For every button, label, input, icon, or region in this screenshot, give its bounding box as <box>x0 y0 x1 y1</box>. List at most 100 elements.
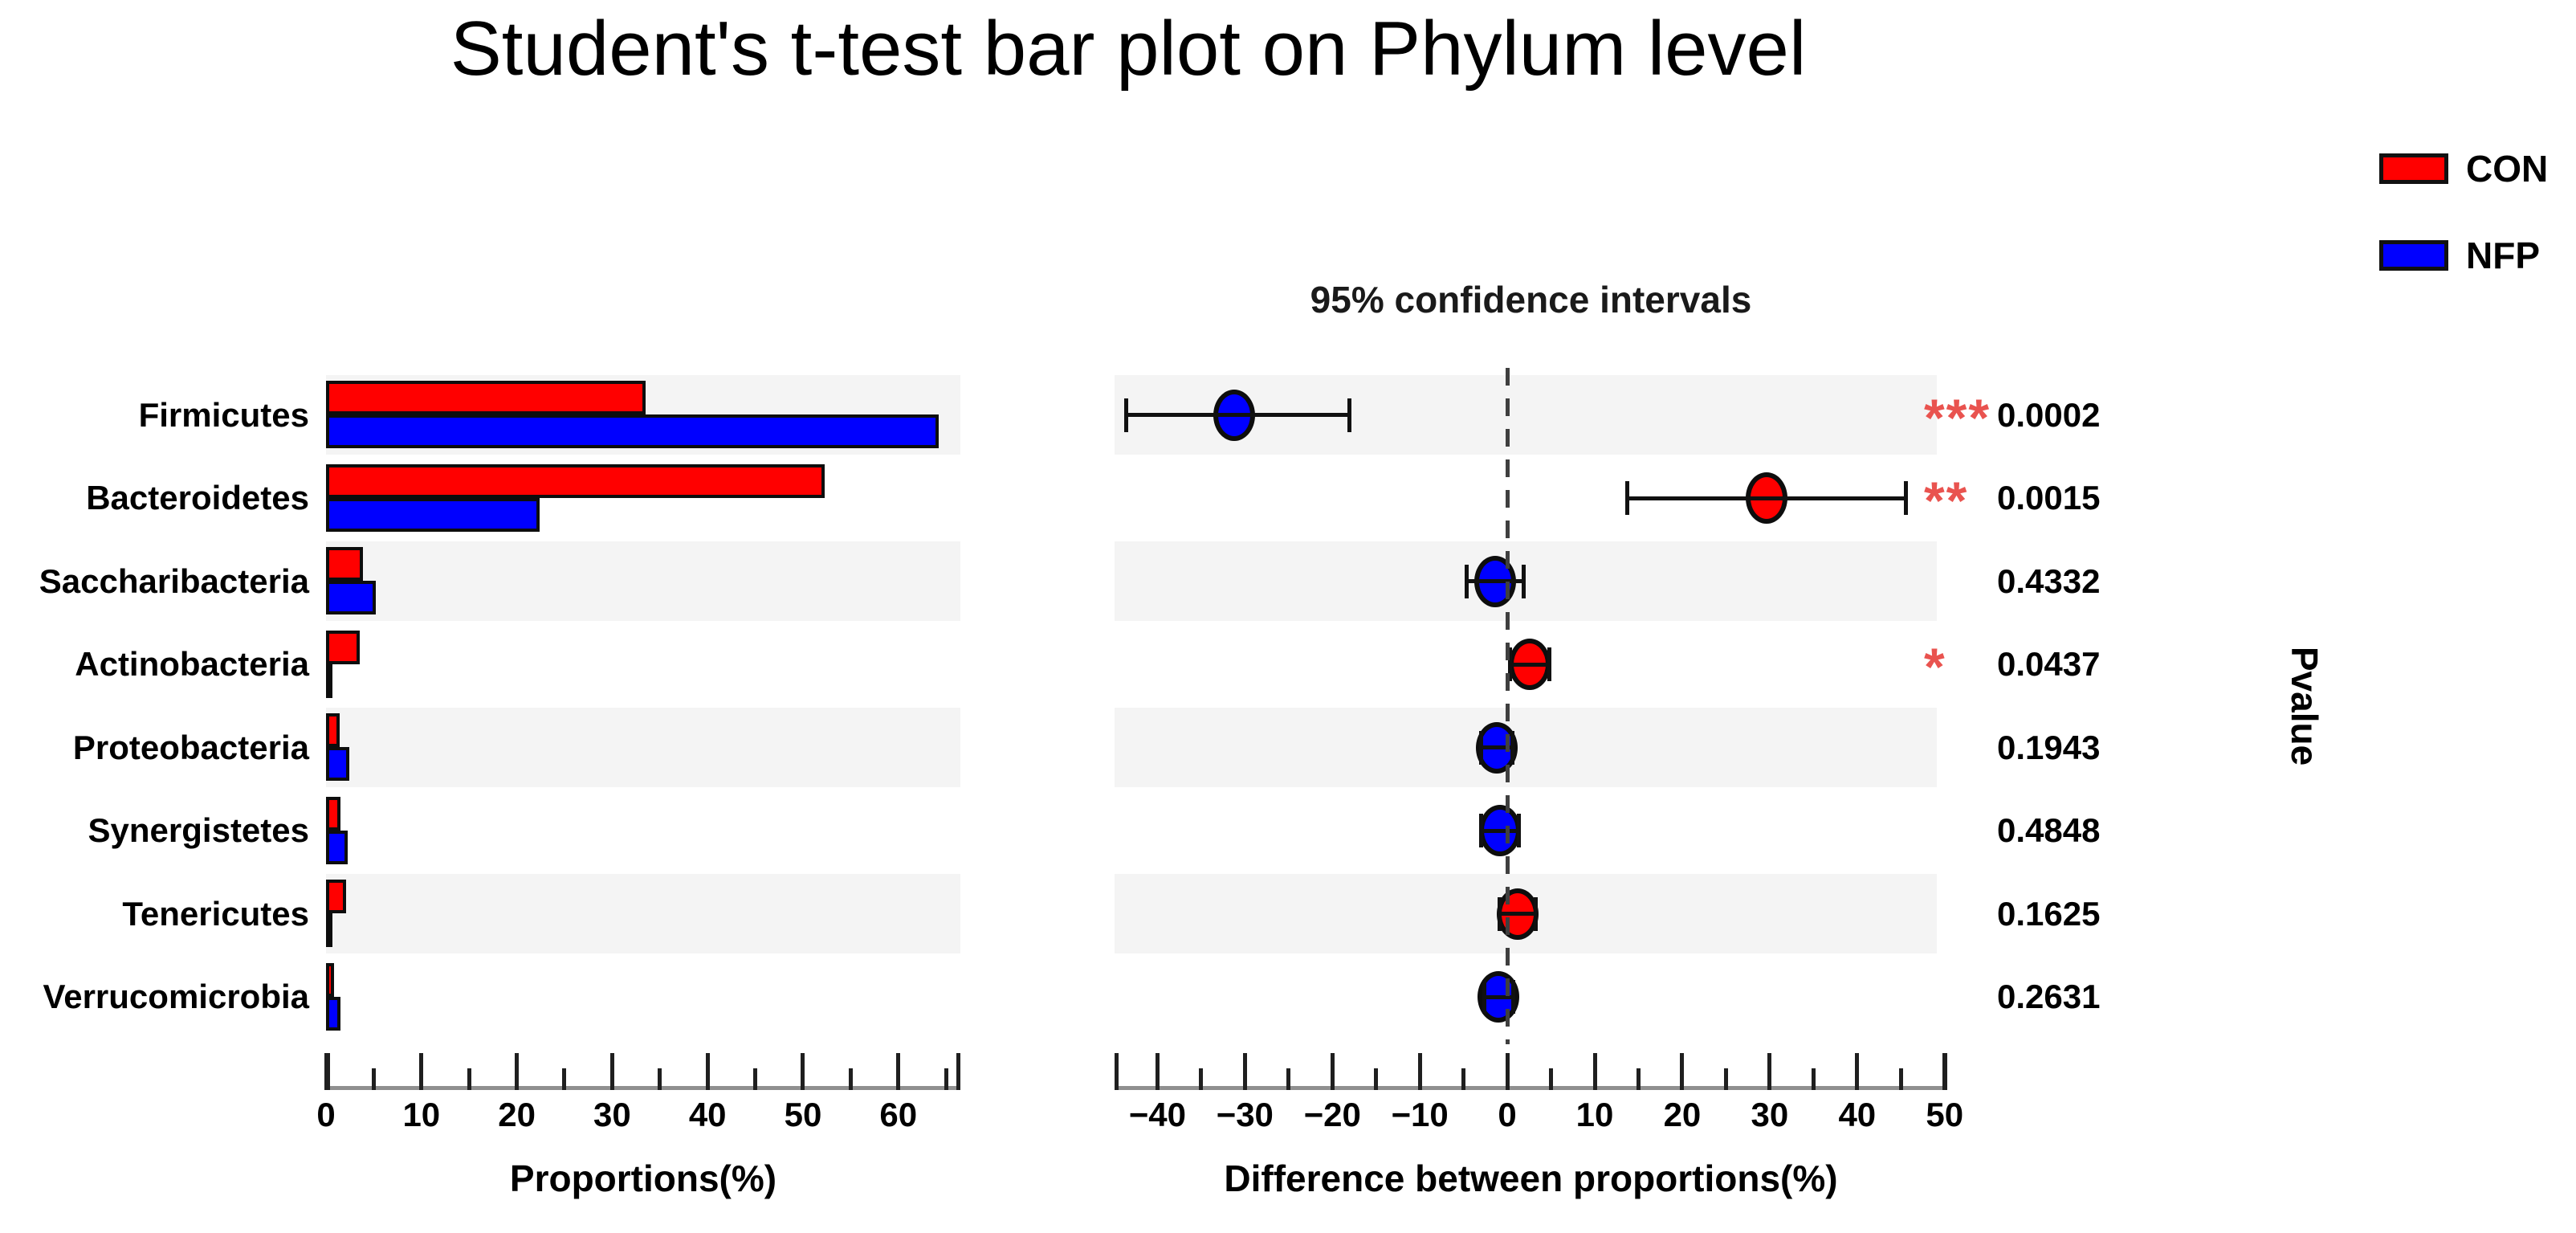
ci-panel-title: 95% confidence intervals <box>1310 279 1752 320</box>
minor-tick <box>371 1068 376 1090</box>
pvalue-text: 0.4848 <box>1997 811 2101 850</box>
legend-label-con: CON <box>2466 148 2549 190</box>
major-tick <box>1242 1053 1247 1090</box>
ci-error-bar-line <box>1481 745 1513 750</box>
tick-label: 0 <box>1498 1096 1517 1133</box>
tick-label: 10 <box>402 1096 441 1133</box>
ci-error-bar-line <box>1627 496 1906 500</box>
con-proportion-bar <box>326 630 360 664</box>
ci-error-bar-right-cap <box>1903 481 1908 516</box>
ci-error-bar-right-cap <box>1534 896 1539 931</box>
con-proportion-bar <box>326 713 340 747</box>
ci-error-bar-right-cap <box>1510 730 1514 765</box>
ci-error-bar-right-cap <box>1347 398 1352 432</box>
nfp-proportion-bar <box>326 747 349 781</box>
minor-tick <box>753 1068 758 1090</box>
tick-label: 50 <box>784 1096 822 1133</box>
ci-error-bar-line <box>1126 413 1350 418</box>
tick-label: 50 <box>1926 1096 1964 1133</box>
ci-error-bar-line <box>1499 912 1537 917</box>
tick-label: 20 <box>1663 1096 1702 1133</box>
ci-error-bar-line <box>1483 994 1514 999</box>
major-tick <box>1505 1053 1510 1090</box>
nfp-proportion-bar <box>326 830 348 864</box>
ci-error-bar-line <box>1465 579 1524 584</box>
legend-item-con: CON <box>2379 147 2548 190</box>
zero-reference-dashed-line <box>1505 368 1510 1044</box>
major-tick <box>609 1053 614 1090</box>
category-label: Firmicutes <box>138 395 309 434</box>
ci-error-bar-right-cap <box>1547 647 1552 682</box>
major-tick <box>1330 1053 1335 1090</box>
tick-label: 0 <box>316 1096 336 1133</box>
tick-label: 30 <box>1751 1096 1789 1133</box>
nfp-proportion-bar <box>326 414 939 448</box>
major-tick <box>1592 1053 1597 1090</box>
major-tick <box>705 1053 710 1090</box>
major-tick <box>419 1053 424 1090</box>
pvalue-text: 0.0002 <box>1997 395 2101 434</box>
ci-error-bar-left-cap <box>1482 980 1486 1015</box>
legend-label-nfp: NFP <box>2466 235 2540 276</box>
tick-label: −30 <box>1216 1096 1274 1133</box>
ci-error-bar-line <box>1481 828 1520 833</box>
axis-end-tick <box>956 1053 960 1090</box>
major-tick <box>324 1053 328 1090</box>
row-shading-band <box>1115 541 1937 621</box>
pvalue-text: 0.2631 <box>1997 978 2101 1016</box>
category-label: Proteobacteria <box>72 728 309 766</box>
row-shading-band <box>1115 708 1937 787</box>
tick-label: −20 <box>1303 1096 1361 1133</box>
axis-line <box>1115 1086 1947 1090</box>
category-label: Verrucomicrobia <box>43 978 309 1016</box>
major-tick <box>1767 1053 1772 1090</box>
row-shading-band <box>326 708 960 787</box>
tick-label: 40 <box>1838 1096 1877 1133</box>
ci-error-bar-left-cap <box>1508 647 1513 682</box>
con-proportion-bar <box>326 463 825 498</box>
nfp-color-swatch <box>2379 240 2448 271</box>
pvalue-text: 0.0437 <box>1997 645 2101 684</box>
page-title: Student's t-test bar plot on Phylum leve… <box>450 6 1807 92</box>
category-label: Bacteroidetes <box>86 479 309 517</box>
ci-error-bar-left-cap <box>1124 398 1129 432</box>
category-label: Saccharibacteria <box>39 561 309 600</box>
minor-tick <box>1286 1068 1291 1090</box>
con-proportion-bar <box>326 381 646 414</box>
pvalue-text: 0.1943 <box>1997 728 2101 766</box>
con-proportion-bar <box>326 880 346 913</box>
nfp-proportion-bar <box>326 996 340 1031</box>
nfp-proportion-bar <box>326 663 332 698</box>
pvalue-text: 0.4332 <box>1997 561 2101 600</box>
nfp-proportion-bar <box>326 497 540 532</box>
proportions-axis-ruler <box>324 1053 960 1090</box>
ci-error-bar-left-cap <box>1479 814 1484 848</box>
major-tick <box>1417 1053 1422 1090</box>
tick-label: 20 <box>498 1096 536 1133</box>
major-tick <box>1680 1053 1685 1090</box>
difference-axis-title: Difference between proportions(%) <box>1224 1157 1838 1199</box>
tick-label: −40 <box>1128 1096 1186 1133</box>
minor-tick <box>1723 1068 1728 1090</box>
pvalue-text: 0.1625 <box>1997 894 2101 933</box>
legend-item-nfp: NFP <box>2379 234 2548 277</box>
ci-error-bar-left-cap <box>1498 896 1502 931</box>
row-shading-band <box>326 541 960 621</box>
tick-label: 40 <box>688 1096 727 1133</box>
tick-label: −10 <box>1391 1096 1449 1133</box>
pvalue-text: 0.0015 <box>1997 479 2101 517</box>
axis-end-tick <box>1115 1053 1119 1090</box>
major-tick <box>801 1053 805 1090</box>
major-tick <box>1855 1053 1860 1090</box>
ci-error-bar-right-cap <box>1517 814 1522 848</box>
ci-error-bar-right-cap <box>1510 980 1515 1015</box>
con-color-swatch <box>2379 153 2448 184</box>
nfp-proportion-bar <box>326 581 376 614</box>
con-proportion-bar <box>326 962 334 997</box>
significance-stars: ** <box>1924 471 1969 531</box>
major-tick <box>896 1053 901 1090</box>
major-tick <box>515 1053 520 1090</box>
minor-tick <box>1636 1068 1641 1090</box>
ci-error-bar-line <box>1510 662 1551 667</box>
